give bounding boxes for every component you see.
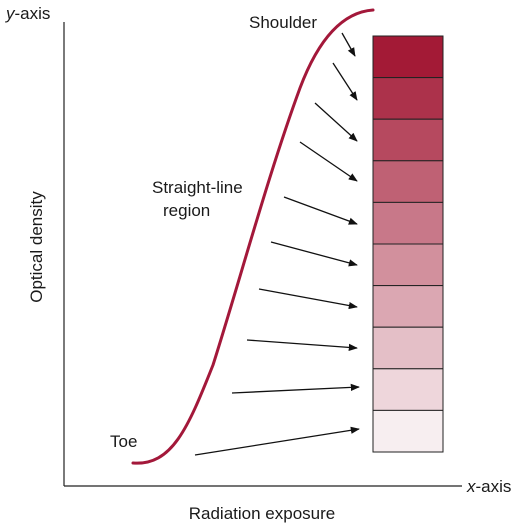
arrow xyxy=(341,32,356,57)
arrow xyxy=(332,62,358,101)
x-axis-label-suffix: -axis xyxy=(476,477,512,496)
step-wedge-step xyxy=(372,409,444,453)
y-axis-label-var: y xyxy=(5,4,16,23)
arrow xyxy=(246,339,358,352)
step-wedge-step xyxy=(372,118,444,162)
arrow xyxy=(194,426,360,456)
step-wedge-step xyxy=(372,285,444,328)
y-axis-label: y-axis xyxy=(5,4,50,23)
x-axis-label-var: x xyxy=(466,477,476,496)
arrow xyxy=(283,196,358,225)
region-label: region xyxy=(163,201,210,220)
step-wedge-step xyxy=(372,368,444,411)
step-wedge-step xyxy=(372,77,444,120)
arrow xyxy=(314,102,358,142)
step-wedge-step xyxy=(372,326,444,370)
y-axis-label-suffix: -axis xyxy=(15,4,51,23)
step-wedge-step xyxy=(372,201,444,245)
arrow xyxy=(299,141,358,182)
arrow xyxy=(270,241,358,267)
arrow xyxy=(231,383,360,394)
step-wedge xyxy=(372,35,444,453)
x-axis-title: Radiation exposure xyxy=(189,504,335,523)
x-axis-label: x-axis xyxy=(466,477,511,496)
straight-line-label: Straight-line xyxy=(152,178,243,197)
characteristic-curve xyxy=(131,8,375,465)
step-wedge-step xyxy=(372,160,444,203)
step-wedge-step xyxy=(372,243,444,287)
toe-label: Toe xyxy=(110,432,137,451)
exposure-arrows xyxy=(194,32,360,456)
y-axis-title: Optical density xyxy=(27,191,46,303)
arrow xyxy=(258,288,358,310)
step-wedge-step xyxy=(372,35,444,79)
shoulder-label: Shoulder xyxy=(249,13,317,32)
axes xyxy=(63,22,462,487)
